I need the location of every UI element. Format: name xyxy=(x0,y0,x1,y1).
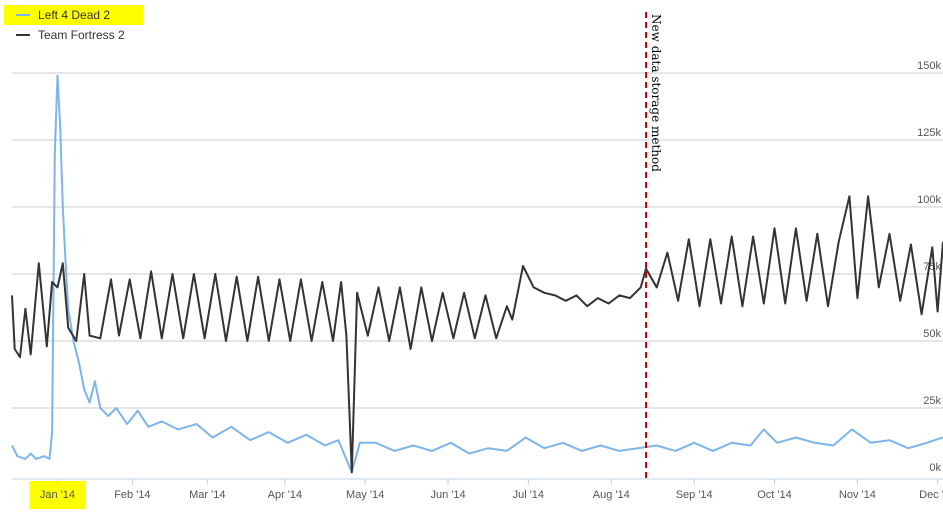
xtick-label-mar-14: Mar '14 xyxy=(189,489,225,501)
series-line-left-4-dead-2 xyxy=(11,74,943,474)
xtick-label-feb-14: Feb '14 xyxy=(114,489,150,501)
legend: Left 4 Dead 2 Team Fortress 2 xyxy=(4,5,143,45)
xtick-label-nov-14: Nov '14 xyxy=(839,489,876,501)
xtick-label-sep-14: Sep '14 xyxy=(676,489,713,501)
plot-line: New data storage method xyxy=(645,12,663,479)
y-axis-ticks: 0k 25k 50k 75k 100k 125k 150k xyxy=(917,60,941,474)
grid-lines xyxy=(12,72,943,409)
x-axis-ticks: Jan '14 Feb '14 Mar '14 Apr '14 May '14 Jun '… xyxy=(29,479,943,509)
ytick-label-25k: 25k xyxy=(923,395,941,407)
series-line-team-fortress-2 xyxy=(11,195,943,474)
ytick-label-150k: 150k xyxy=(917,60,941,72)
xtick-label-jul-14: Jul '14 xyxy=(513,489,544,501)
legend-swatch-left4dead2 xyxy=(16,14,30,16)
legend-teamfortress2[interactable]: Team Fortress 2 xyxy=(4,25,143,45)
legend-swatch-teamfortress2 xyxy=(16,34,30,36)
xtick-label-jun-14: Jun '14 xyxy=(431,489,466,501)
plot-line-label: New data storage method xyxy=(649,14,663,172)
xtick-label-may-14: May '14 xyxy=(346,489,384,501)
legend-left4dead2[interactable]: Left 4 Dead 2 xyxy=(4,5,143,25)
legend-label-left4dead2: Left 4 Dead 2 xyxy=(38,8,111,22)
ytick-label-125k: 125k xyxy=(917,127,941,139)
xtick-label-oct-14: Oct '14 xyxy=(757,489,792,501)
ytick-label-50k: 50k xyxy=(923,328,941,340)
xtick-label-apr-14: Apr '14 xyxy=(268,489,303,501)
ytick-label-0k: 0k xyxy=(929,462,941,474)
xtick-highlight-jan-14 xyxy=(29,481,86,509)
xtick-label-dec-14: Dec '14 xyxy=(919,489,943,501)
legend-label-teamfortress2: Team Fortress 2 xyxy=(38,28,125,42)
xtick-label-aug-14: Aug '14 xyxy=(593,489,630,501)
xtick-label-jan-14: Jan '14 xyxy=(40,489,75,501)
series-lines xyxy=(11,74,943,474)
ytick-label-100k: 100k xyxy=(917,194,941,206)
ytick-label-75k: 75k xyxy=(923,261,941,273)
